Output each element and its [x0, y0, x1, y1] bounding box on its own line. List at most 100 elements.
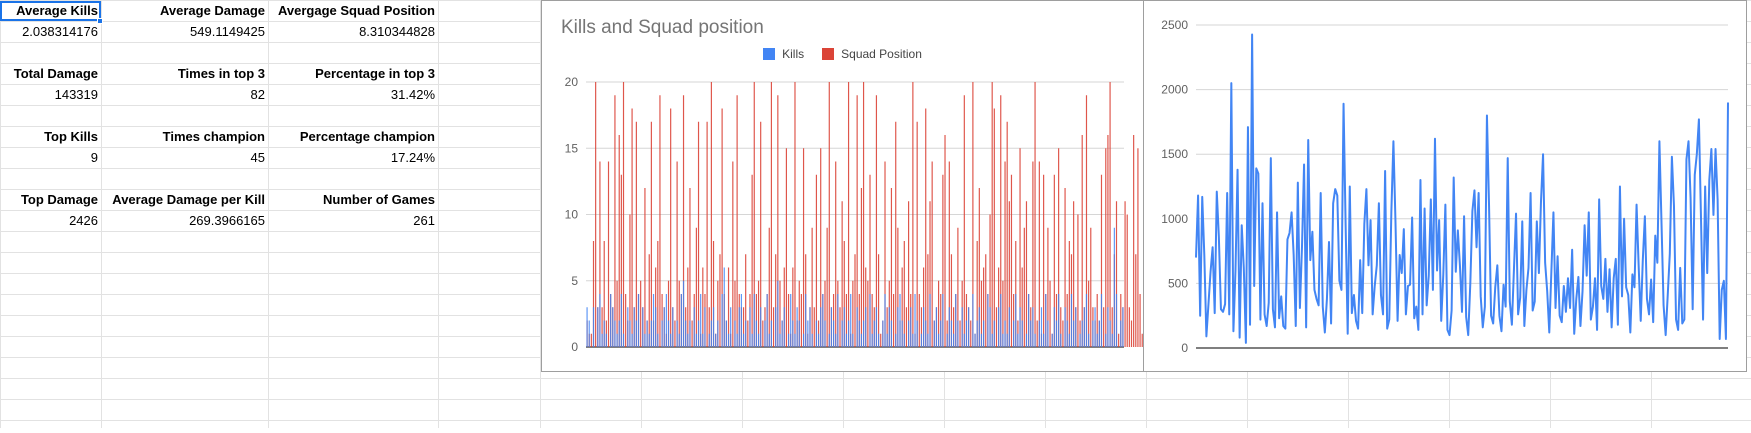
kills-bar [910, 307, 912, 347]
value-cell[interactable]: 261 [413, 213, 435, 228]
squad-position-bar [625, 294, 627, 347]
squad-position-bar [732, 161, 734, 347]
squad-position-bar [618, 135, 620, 347]
kills-bar [920, 333, 923, 347]
squad-position-bar [599, 161, 601, 347]
kills-bar [704, 307, 706, 347]
selection-fill-handle[interactable] [97, 18, 103, 24]
kills-bar [976, 320, 978, 347]
kills-bar [592, 307, 595, 347]
squad-position-bar [1135, 254, 1137, 347]
kills-bar [1085, 294, 1088, 347]
kills-bar [953, 333, 955, 347]
header-cell[interactable]: Percentage champion [299, 129, 435, 144]
header-cell[interactable]: Average Damage [159, 3, 265, 18]
kills-bar [1073, 320, 1075, 347]
squad-position-bar [1021, 267, 1023, 347]
squad-position-bar [695, 227, 697, 347]
squad-position-bar [1081, 135, 1083, 347]
header-cell[interactable]: Number of Games [323, 192, 435, 207]
chart-legend[interactable]: Kills Squad Position [542, 47, 1143, 61]
squad-position-bar [640, 280, 642, 347]
kills-bar [847, 320, 850, 347]
squad-position-bar [972, 82, 974, 347]
squad-position-bar [916, 121, 918, 347]
value-cell[interactable]: 31.42% [390, 87, 435, 102]
header-cell[interactable]: Times champion [162, 129, 265, 144]
kills-bar [792, 320, 794, 347]
squad-position-bar [601, 307, 603, 347]
value-cell[interactable]: 8.310344828 [359, 24, 435, 39]
header-cell[interactable]: Avergage Squad Position [278, 3, 435, 18]
kills-bar [1111, 333, 1113, 347]
squad-position-bar [980, 280, 983, 347]
kills-bar [721, 294, 723, 347]
kills-bar [998, 307, 1000, 347]
kills-bar [1019, 307, 1021, 347]
damage-line-chart[interactable]: 0 500 1000 1500 2000 2500 [1143, 0, 1747, 372]
kills-bar [1120, 320, 1122, 347]
kills-bar [1109, 320, 1111, 347]
squad-position-bar [717, 280, 719, 347]
header-cell[interactable]: Percentage in top 3 [315, 66, 435, 81]
kills-bar [1055, 320, 1058, 347]
kills-bar [730, 307, 732, 347]
value-cell[interactable]: 17.24% [390, 150, 435, 165]
kills-bar [702, 333, 704, 347]
kills-bar [749, 307, 751, 347]
value-cell[interactable]: 269.3966165 [189, 213, 265, 228]
kills-bar [605, 333, 607, 347]
kills-bar [678, 333, 680, 347]
kills-bar [948, 307, 950, 347]
kills-bar [693, 307, 695, 347]
kills-bar [775, 307, 777, 347]
squad-position-bar [890, 188, 893, 347]
kills-bar [983, 320, 985, 347]
kills-bar [665, 294, 667, 347]
squad-position-bar [644, 188, 646, 347]
kills-bar [914, 294, 916, 347]
kills-bar [901, 320, 903, 347]
kills-bar [1043, 333, 1045, 347]
kills-bar [938, 333, 940, 347]
squad-position-bar [929, 201, 931, 347]
squad-position-bar [620, 174, 622, 347]
kills-bar [745, 320, 747, 347]
header-cell[interactable]: Top Kills [44, 129, 98, 144]
squad-position-bar [650, 121, 652, 347]
legend-item-kills[interactable]: Kills [763, 47, 804, 61]
squad-position-bar [1034, 82, 1036, 347]
header-cell[interactable]: Times in top 3 [177, 66, 265, 81]
value-cell[interactable]: 82 [250, 87, 265, 102]
kills-bar [987, 294, 989, 347]
value-cell[interactable]: 45 [250, 150, 265, 165]
kills-bar [1008, 307, 1010, 347]
header-cell[interactable]: Average Kills [0, 1, 101, 21]
squad-position-bar [957, 227, 959, 347]
kills-bar [601, 333, 603, 347]
squad-position-bar [614, 95, 616, 347]
squad-position-bar [1032, 161, 1034, 347]
kills-squad-chart[interactable]: 0 5 10 15 20 Kills and Squad position Kills … [541, 0, 1145, 372]
kills-bar [1083, 307, 1085, 347]
kills-bar [882, 320, 884, 347]
legend-item-squad-position[interactable]: Squad Position [822, 47, 922, 61]
header-cell[interactable]: Total Damage [13, 66, 98, 81]
kills-bar [908, 320, 910, 347]
value-cell[interactable]: 2426 [69, 213, 98, 228]
squad-position-bar [1124, 201, 1126, 347]
value-cell[interactable]: 2.038314176 [22, 24, 98, 39]
value-cell[interactable]: 9 [90, 150, 98, 165]
value-cell[interactable]: 549.1149425 [190, 24, 265, 39]
squad-position-bar [595, 82, 597, 347]
kills-bar [597, 307, 599, 347]
value-cell[interactable]: 143319 [54, 87, 98, 102]
header-cell[interactable]: Top Damage [20, 192, 98, 207]
squad-position-bar [897, 227, 899, 347]
kills-bar [957, 320, 959, 347]
kills-bar [1096, 333, 1098, 347]
header-cell[interactable]: Average Damage per Kill [112, 192, 265, 207]
damage-line-chart-plot: 0 500 1000 1500 2000 2500 [1161, 18, 1729, 355]
squad-position-bar [1010, 174, 1013, 347]
squad-position-bar [931, 161, 933, 347]
